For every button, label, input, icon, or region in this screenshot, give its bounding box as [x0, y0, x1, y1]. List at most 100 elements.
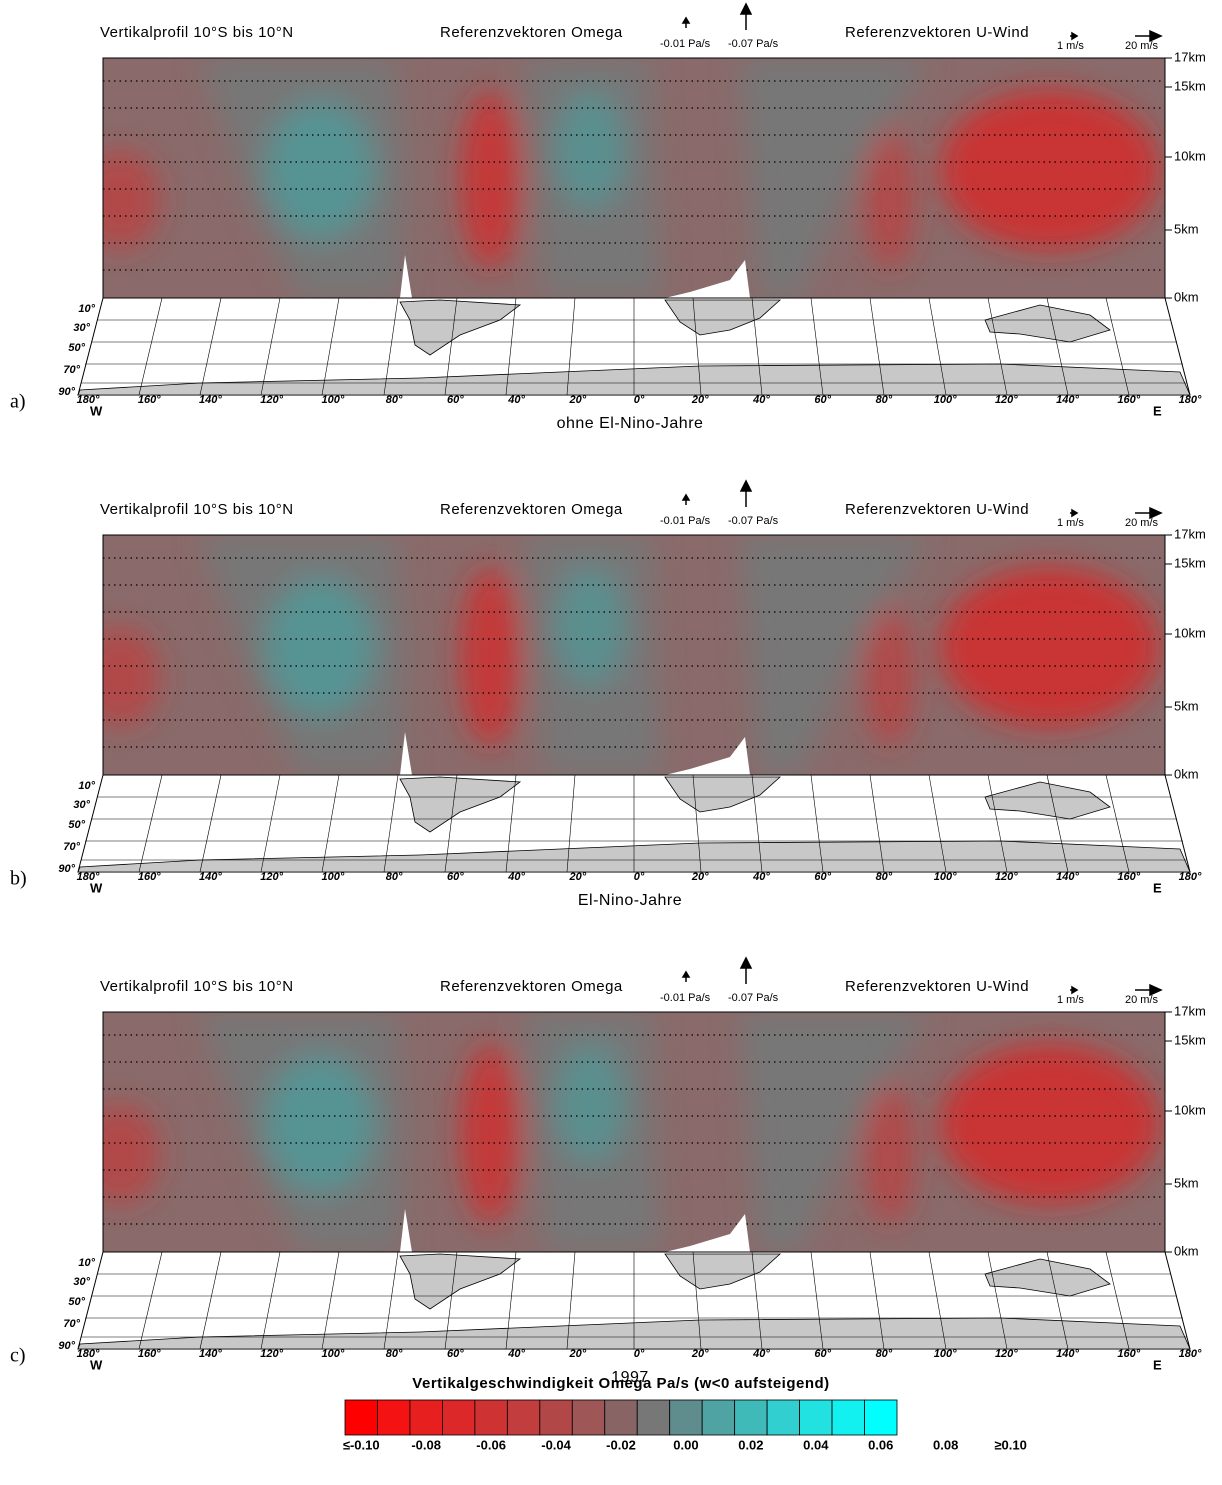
height-label: 15km [1174, 555, 1206, 570]
latitude-label: 50° [68, 342, 85, 354]
longitude-label: 100° [322, 1348, 345, 1360]
height-label: 5km [1174, 1175, 1199, 1190]
longitude-label: 140° [1056, 394, 1079, 406]
color-cell [636, 1399, 671, 1436]
longitude-label: 180° [77, 1348, 100, 1360]
longitude-label: 20° [691, 871, 709, 883]
colorbar-label: 0.00 [673, 1437, 698, 1452]
latitude-label: 30° [73, 322, 90, 334]
colorbar-label: 0.04 [803, 1437, 829, 1452]
longitude-label: 0° [634, 394, 645, 406]
panel-letter: b) [10, 868, 27, 890]
header-wind-ref: Referenzvektoren U-Wind [845, 978, 1029, 995]
profile-plot [78, 4, 1190, 395]
height-label: 15km [1174, 1032, 1206, 1047]
panel: Vertikalprofil 10°S bis 10°N Referenzvekt… [10, 481, 1206, 909]
longitude-label: 80° [386, 1348, 403, 1360]
height-label: 10km [1174, 625, 1206, 640]
latitude-label: 70° [63, 1318, 80, 1330]
color-cell [442, 1399, 476, 1436]
longitude-label: 40° [507, 1348, 525, 1360]
longitude-label: 40° [752, 1348, 770, 1360]
color-cell [571, 1399, 606, 1436]
longitude-label: 160° [1117, 871, 1140, 883]
color-cell [506, 1399, 541, 1436]
color-cell [539, 1399, 573, 1436]
longitude-label: 0° [634, 1348, 645, 1360]
header-wind-large: 20 m/s [1125, 40, 1159, 52]
latitude-label: 30° [73, 799, 90, 811]
header-omega-ref: Referenzvektoren Omega [440, 501, 623, 518]
longitude-label: 40° [752, 394, 770, 406]
longitude-label: 20° [691, 394, 709, 406]
longitude-label: 160° [138, 394, 161, 406]
longitude-label: 100° [322, 871, 345, 883]
longitude-label: 120° [260, 871, 283, 883]
longitude-label: 120° [995, 1348, 1018, 1360]
profile-plot [78, 958, 1190, 1349]
longitude-label: 100° [934, 394, 957, 406]
longitude-label: 180° [77, 871, 100, 883]
height-label: 15km [1174, 78, 1206, 93]
subtitle: ohne El-Nino-Jahre [557, 415, 704, 432]
panel-letter: a) [10, 391, 26, 413]
latitude-label: 30° [73, 1276, 90, 1288]
color-cell [701, 1399, 736, 1436]
longitude-label: 60° [447, 394, 464, 406]
longitude-label: 60° [814, 871, 831, 883]
header-omega-small: -0.01 Pa/s [660, 38, 711, 50]
color-cell [831, 1399, 865, 1436]
longitude-label: 100° [934, 1348, 957, 1360]
east-label: E [1153, 403, 1162, 418]
longitude-label: 100° [322, 394, 345, 406]
header-title: Vertikalprofil 10°S bis 10°N [100, 24, 294, 41]
west-label: W [90, 880, 103, 895]
latitude-label: 90° [58, 863, 75, 875]
latitude-label: 90° [58, 386, 75, 398]
longitude-label: 180° [1179, 394, 1202, 406]
header-wind-small: 1 m/s [1057, 994, 1084, 1006]
color-cell [409, 1399, 443, 1436]
height-label: 0km [1174, 766, 1199, 781]
longitude-label: 100° [934, 871, 957, 883]
color-cell [766, 1399, 800, 1436]
latitude-label: 10° [78, 303, 95, 315]
height-label: 10km [1174, 1102, 1206, 1117]
west-label: W [90, 403, 103, 418]
height-label: 0km [1174, 289, 1199, 304]
longitude-label: 20° [568, 394, 586, 406]
latitude-label: 70° [63, 364, 80, 376]
longitude-label: 40° [507, 871, 525, 883]
longitude-label: 80° [386, 871, 403, 883]
colorbar-label: ≤-0.10 [343, 1437, 380, 1452]
panels: Vertikalprofil 10°S bis 10°N Referenzvekt… [10, 4, 1206, 1386]
height-label: 17km [1174, 49, 1206, 64]
longitude-label: 140° [199, 871, 222, 883]
longitude-label: 160° [1117, 1348, 1140, 1360]
header-wind-large: 20 m/s [1125, 517, 1159, 529]
header-wind-small: 1 m/s [1057, 40, 1084, 52]
longitude-label: 140° [199, 1348, 222, 1360]
header-wind-small: 1 m/s [1057, 517, 1084, 529]
height-label: 5km [1174, 698, 1199, 713]
height-label: 0km [1174, 1243, 1199, 1258]
colorbar-label: -0.06 [476, 1437, 506, 1452]
longitude-label: 180° [77, 394, 100, 406]
color-cell [799, 1399, 833, 1436]
longitude-label: 80° [876, 1348, 893, 1360]
longitude-label: 40° [507, 394, 525, 406]
latitude-label: 50° [68, 819, 85, 831]
longitude-label: 60° [814, 1348, 831, 1360]
latitude-label: 10° [78, 780, 95, 792]
latitude-label: 90° [58, 1340, 75, 1352]
colorbar-label: ≥0.10 [994, 1437, 1026, 1452]
east-label: E [1153, 880, 1162, 895]
profile-plot [78, 481, 1190, 872]
header-omega-ref: Referenzvektoren Omega [440, 24, 623, 41]
header-omega-ref: Referenzvektoren Omega [440, 978, 623, 995]
colorbar-label: -0.02 [606, 1437, 636, 1452]
west-label: W [90, 1357, 103, 1372]
header-omega-large: -0.07 Pa/s [728, 992, 779, 1004]
longitude-label: 80° [876, 394, 893, 406]
